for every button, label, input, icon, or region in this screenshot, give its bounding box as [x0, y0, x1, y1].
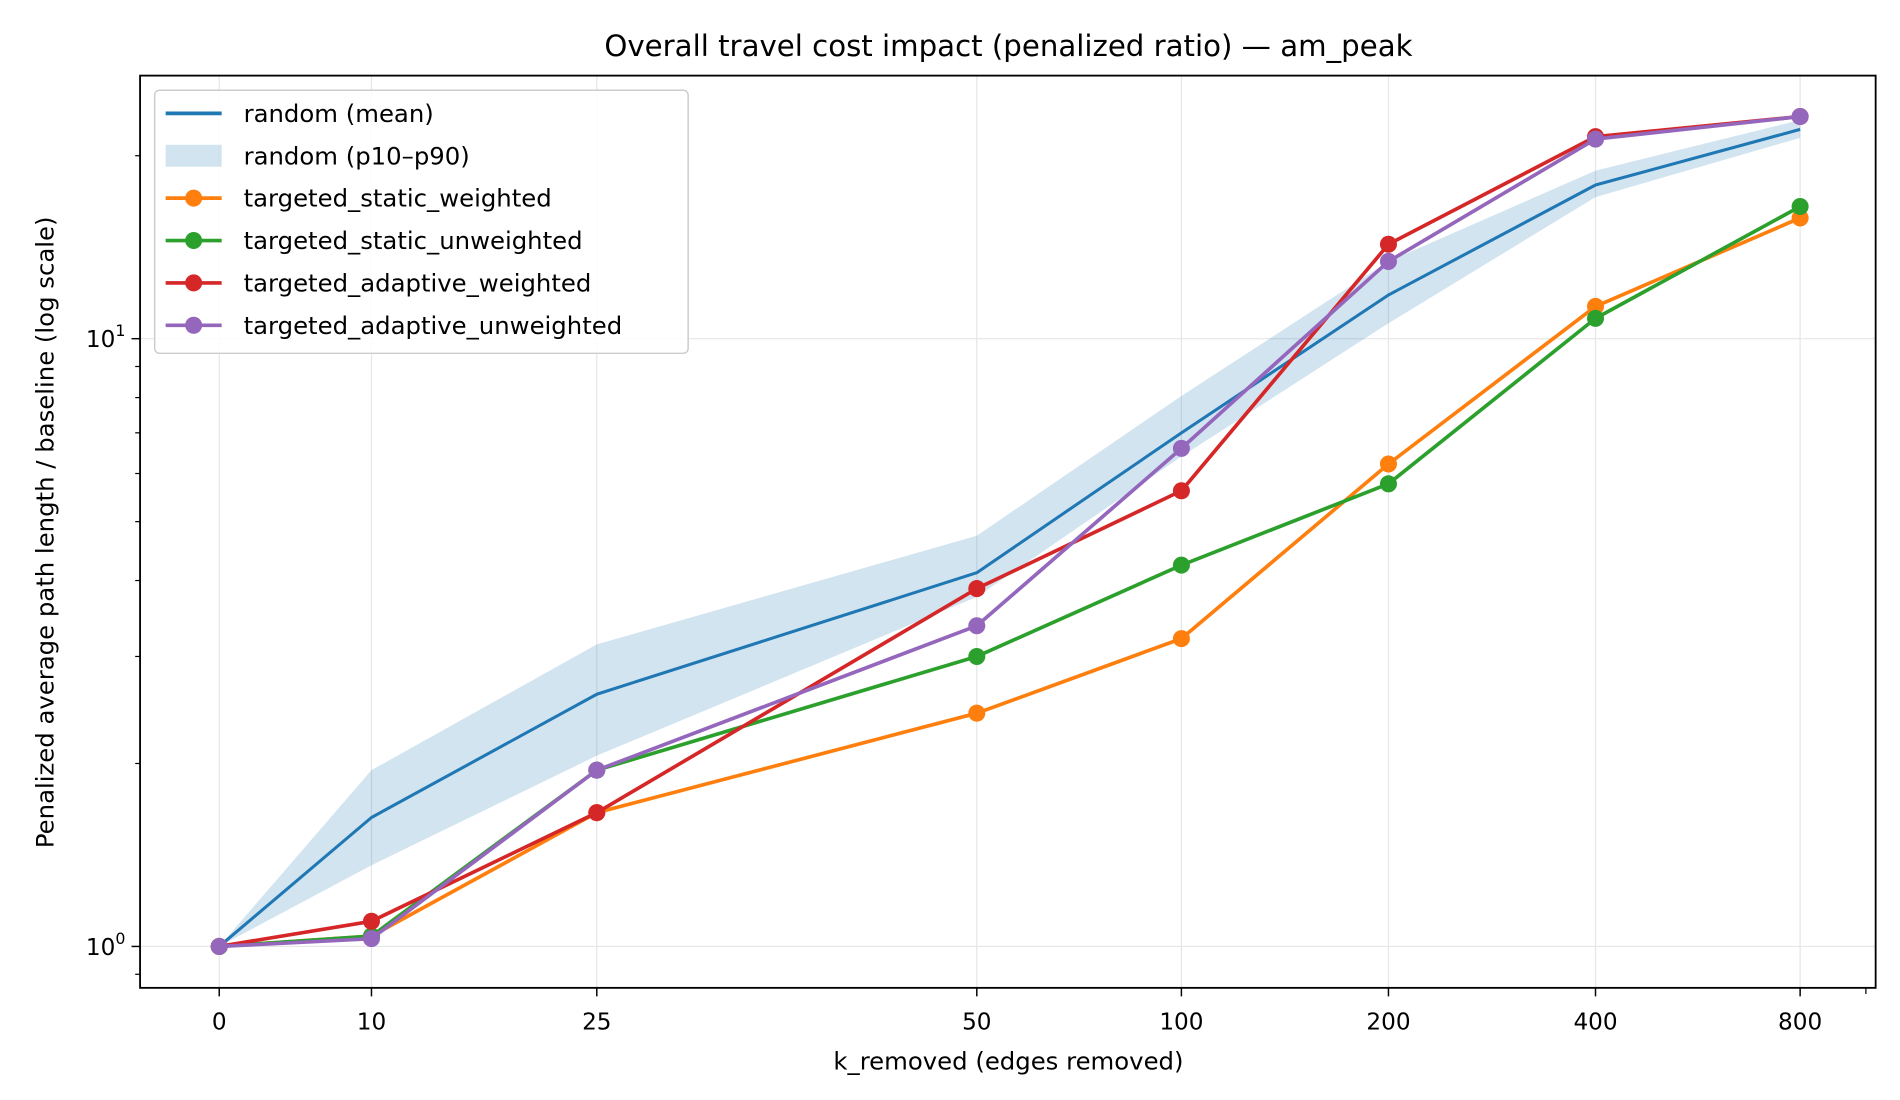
- y-axis: 100 101: [86, 155, 141, 975]
- x-tick-label: 400: [1573, 1009, 1617, 1035]
- legend-item: targeted_static_weighted: [165, 184, 552, 213]
- data-point: [1172, 482, 1190, 500]
- y-axis-label: Penalized average path length / baseline…: [31, 217, 60, 849]
- data-point: [1586, 297, 1605, 315]
- legend-item: random (mean): [165, 99, 434, 128]
- data-point: [1379, 475, 1397, 493]
- data-point: [1379, 455, 1397, 473]
- data-point: [362, 912, 380, 930]
- series-line: [219, 114, 1801, 949]
- legend-item: targeted_adaptive_unweighted: [165, 311, 623, 340]
- data-point: [1791, 108, 1809, 126]
- legend-label: targeted_static_unweighted: [244, 226, 583, 255]
- x-tick-label: 10: [357, 1009, 386, 1035]
- data-point: [968, 647, 986, 665]
- series-random-mean-: [218, 127, 1801, 948]
- data-point: [1586, 130, 1605, 148]
- chart-title: Overall travel cost impact (penalized ra…: [604, 29, 1412, 63]
- y-tick-label: 101: [86, 321, 126, 353]
- legend-marker: [185, 274, 203, 292]
- series-layer: [210, 108, 1809, 955]
- legend-label: targeted_static_weighted: [244, 184, 552, 213]
- series-targeted-adaptive-weighted: [210, 108, 1809, 955]
- band-layer: [219, 119, 1801, 947]
- legend-swatch: [165, 144, 222, 167]
- x-tick-label: 0: [212, 1009, 227, 1035]
- series-line: [218, 114, 1801, 949]
- data-point: [362, 930, 380, 948]
- x-tick-label: 50: [962, 1009, 991, 1035]
- legend-label: random (p10–p90): [244, 141, 470, 170]
- data-point: [968, 704, 986, 722]
- x-axis-label: k_removed (edges removed): [833, 1046, 1183, 1075]
- series-line: [218, 127, 1801, 948]
- x-tick-label: 25: [582, 1009, 611, 1035]
- legend-marker: [185, 231, 203, 250]
- data-point: [1791, 197, 1809, 216]
- data-point: [1172, 630, 1190, 648]
- x-tick-label: 800: [1778, 1009, 1822, 1035]
- data-point: [968, 617, 986, 635]
- data-point: [210, 937, 228, 955]
- legend-marker: [185, 189, 203, 207]
- legend-label: targeted_adaptive_unweighted: [244, 311, 623, 340]
- legend-item: random (p10–p90): [165, 141, 470, 170]
- legend-label: random (mean): [244, 99, 434, 128]
- x-axis: 0 10 25 50 100 200 400 800: [212, 987, 1867, 1035]
- legend: random (mean) random (p10–p90) targeted_st…: [153, 89, 689, 355]
- data-point: [1379, 252, 1397, 270]
- legend-marker: [185, 316, 203, 334]
- data-point: [968, 580, 986, 598]
- x-tick-label: 200: [1366, 1009, 1410, 1035]
- series-line: [219, 216, 1801, 949]
- series-targeted-adaptive-unweighted: [210, 108, 1809, 955]
- legend-label: targeted_adaptive_weighted: [244, 268, 592, 297]
- data-point: [1172, 439, 1190, 457]
- data-point: [1379, 235, 1397, 253]
- legend-frame: [153, 89, 689, 355]
- data-point: [588, 804, 606, 822]
- plot-frame: [139, 74, 1877, 989]
- legend-item: targeted_static_unweighted: [165, 226, 583, 255]
- data-point: [1172, 556, 1190, 574]
- legend-item: targeted_adaptive_weighted: [165, 268, 592, 297]
- x-tick-label: 100: [1159, 1009, 1203, 1035]
- y-tick-label: 100: [86, 929, 126, 961]
- data-point: [1586, 309, 1605, 327]
- data-point: [588, 761, 606, 779]
- band-p10-p90: [219, 119, 1801, 947]
